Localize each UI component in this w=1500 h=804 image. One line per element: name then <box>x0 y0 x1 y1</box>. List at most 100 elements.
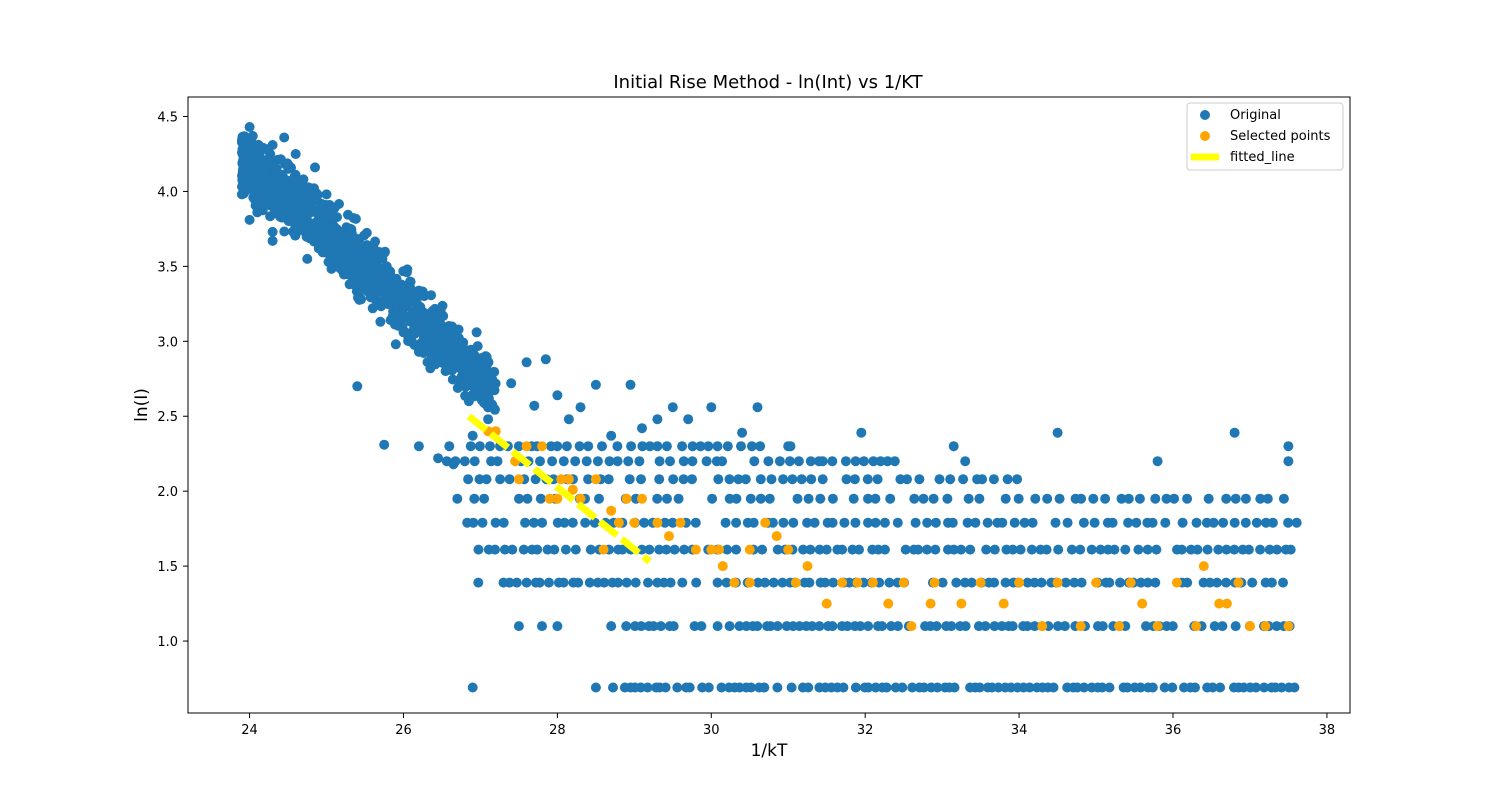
data-point-original <box>654 456 665 467</box>
data-point-selected <box>621 493 632 504</box>
data-point-original <box>271 163 281 174</box>
data-point-original <box>1262 493 1273 504</box>
data-point-original <box>518 544 529 555</box>
data-point-original <box>724 474 735 485</box>
data-point-original <box>1285 544 1296 555</box>
data-point-original <box>552 441 563 452</box>
data-point-original <box>677 441 688 452</box>
data-point-original <box>1217 621 1228 632</box>
data-point-original <box>467 430 478 441</box>
data-point-original <box>563 414 574 425</box>
data-point-original <box>757 544 768 555</box>
data-point-original <box>302 209 313 220</box>
data-point-original <box>334 199 344 209</box>
data-point-original <box>279 132 290 143</box>
data-point-original <box>599 577 610 588</box>
data-point-original <box>495 474 506 485</box>
data-point-original <box>783 441 794 452</box>
data-point-original <box>1251 682 1261 693</box>
data-point-original <box>467 682 478 693</box>
data-point-original <box>778 517 789 528</box>
legend-label-fitted-line: fitted_line <box>1230 150 1295 165</box>
data-point-original <box>752 402 763 413</box>
data-point-original <box>974 493 985 504</box>
data-point-original <box>980 621 991 632</box>
data-point-original <box>1115 577 1125 588</box>
data-point-original <box>412 304 423 314</box>
data-point-original <box>1247 577 1258 588</box>
data-point-original <box>603 474 614 485</box>
data-point-original <box>511 577 522 588</box>
data-point-original <box>942 493 953 504</box>
data-point-original <box>668 474 679 485</box>
data-point-original <box>787 474 798 485</box>
data-point-original <box>639 517 650 528</box>
data-point-original <box>1142 544 1153 555</box>
data-point-original <box>348 213 359 224</box>
data-point-original <box>1000 577 1011 588</box>
data-point-original <box>359 230 370 241</box>
data-point-original <box>1027 517 1038 528</box>
legend-marker-original <box>1200 110 1210 120</box>
data-point-original <box>902 474 912 485</box>
data-point-original <box>989 621 1000 632</box>
data-point-selected <box>664 531 674 542</box>
data-point-original <box>1052 427 1063 438</box>
data-point-original <box>821 544 832 555</box>
data-point-original <box>827 456 838 467</box>
data-point-original <box>654 544 665 555</box>
data-point-original <box>267 140 278 150</box>
y-tick-label: 4.0 <box>157 185 178 200</box>
data-point-original <box>870 493 881 504</box>
data-point-selected <box>1137 598 1148 609</box>
data-point-original <box>863 621 874 632</box>
data-point-original <box>623 456 634 467</box>
data-point-selected <box>629 517 640 528</box>
data-point-original <box>1291 517 1302 528</box>
data-point-original <box>643 577 653 588</box>
data-point-original <box>425 363 436 374</box>
data-point-original <box>696 621 707 632</box>
data-point-original <box>385 266 396 277</box>
data-point-original <box>1218 517 1229 528</box>
data-point-original <box>949 682 960 693</box>
data-point-selected <box>906 621 917 632</box>
data-point-original <box>302 253 313 264</box>
data-point-original <box>407 294 418 305</box>
data-point-original <box>1069 577 1080 588</box>
data-point-selected <box>837 577 848 588</box>
data-point-original <box>581 456 592 467</box>
data-point-original <box>1133 544 1144 555</box>
data-point-original <box>499 544 510 555</box>
data-point-original <box>1097 621 1108 632</box>
data-point-original <box>490 378 501 389</box>
data-point-original <box>290 222 301 233</box>
data-point-original <box>856 427 867 438</box>
x-tick-label: 38 <box>1319 723 1336 738</box>
data-point-original <box>652 493 663 504</box>
data-point-original <box>1278 493 1289 504</box>
data-point-original <box>534 577 545 588</box>
data-point-original <box>850 517 861 528</box>
data-point-original <box>1022 621 1033 632</box>
data-point-selected <box>717 561 728 572</box>
data-point-selected <box>1125 577 1136 588</box>
data-point-original <box>612 456 623 467</box>
data-point-original <box>721 577 732 588</box>
data-point-original <box>1048 682 1059 693</box>
data-point-original <box>558 577 569 588</box>
data-point-original <box>468 517 479 528</box>
data-point-original <box>260 168 270 179</box>
data-point-selected <box>1114 621 1125 632</box>
data-point-original <box>665 456 675 467</box>
data-point-original <box>1267 517 1278 528</box>
data-point-original <box>621 577 632 588</box>
data-point-original <box>868 456 879 467</box>
fitted-line <box>466 413 652 565</box>
data-point-original <box>786 682 797 693</box>
y-tick-label: 4.5 <box>157 110 178 125</box>
data-point-original <box>772 621 783 632</box>
data-point-original <box>1089 517 1100 528</box>
data-point-original <box>659 517 670 528</box>
data-point-original <box>863 517 873 528</box>
